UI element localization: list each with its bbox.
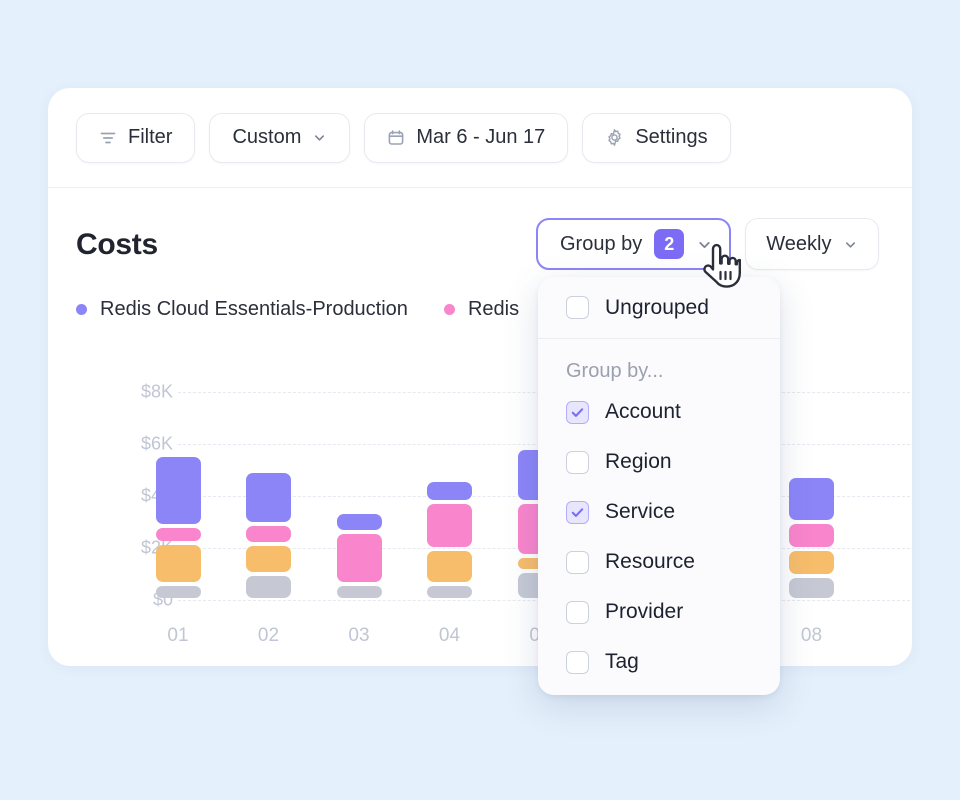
dropdown-item-region[interactable]: Region — [538, 437, 780, 487]
checkbox-provider[interactable] — [566, 600, 589, 624]
bar-segment-purple — [789, 478, 834, 520]
bar-segment-pink — [427, 503, 472, 547]
bar-segment-orange — [155, 545, 201, 582]
dropdown-item-tag[interactable]: Tag — [538, 637, 780, 687]
chart-bar[interactable] — [155, 88, 201, 600]
bar-segment-purple — [427, 482, 472, 500]
x-axis-tick-label: 08 — [800, 625, 823, 646]
bar-segment-gray — [427, 585, 472, 598]
custom-range-button[interactable]: Custom — [209, 112, 351, 163]
x-axis-tick-label: 03 — [348, 625, 370, 646]
bar-segment-pink — [336, 534, 382, 582]
filter-icon — [99, 129, 117, 147]
legend-item[interactable]: Redis — [443, 298, 520, 321]
custom-label: Custom — [232, 126, 302, 148]
bar-segment-orange — [789, 550, 834, 574]
dropdown-section-label: Group by... — [566, 359, 664, 382]
x-axis-tick-label: 04 — [438, 625, 461, 646]
dropdown-item-ungrouped[interactable]: Ungrouped — [538, 277, 780, 339]
bar-segment-orange — [427, 550, 472, 582]
bar-segment-gray — [246, 576, 291, 598]
dropdown-item-resource[interactable]: Resource — [538, 537, 780, 587]
filter-button[interactable]: Filter — [76, 112, 196, 163]
page-title: Costs — [76, 228, 158, 261]
dropdown-item-label: Provider — [605, 600, 684, 623]
bar-segment-purple — [155, 457, 201, 525]
chart-bar[interactable] — [789, 88, 834, 600]
bar-segment-gray — [155, 585, 201, 598]
toolbar: Filter Custom Mar 6 - Jun 17 — [48, 88, 912, 188]
bar-segment-purple — [336, 514, 382, 531]
checkbox-account[interactable] — [566, 400, 589, 424]
legend-item[interactable]: Redis Cloud Essentials-Production — [76, 298, 408, 321]
bar-segment-pink — [246, 525, 291, 543]
dropdown-item-label: Ungrouped — [605, 295, 709, 319]
dropdown-item-label: Account — [605, 400, 681, 423]
group-by-count-badge: 2 — [654, 229, 685, 259]
x-axis-tick-label: 01 — [167, 625, 189, 646]
group-by-dropdown: Ungrouped Group by... Account Region Servi… — [538, 277, 780, 695]
chart-bar[interactable] — [246, 88, 291, 600]
legend-label: Redis Cloud Essentials-Production — [100, 298, 408, 320]
interval-button[interactable]: Weekly — [745, 218, 880, 270]
group-by-label: Group by — [560, 232, 643, 255]
chevron-down-icon — [696, 236, 713, 253]
bar-segment-orange — [246, 546, 291, 572]
chart-legend: Redis Cloud Essentials-Production Redis — [76, 298, 519, 321]
chart-plot-area: $0$2K$4K$6K$8K0102030405060708 — [48, 88, 912, 666]
settings-button[interactable]: Settings — [582, 112, 731, 163]
settings-label: Settings — [635, 126, 708, 148]
dropdown-item-account[interactable]: Account — [538, 387, 780, 437]
bar-segment-pink — [155, 528, 201, 542]
legend-color-dot — [76, 304, 87, 315]
costs-card: Filter Custom Mar 6 - Jun 17 — [48, 88, 912, 666]
chart-controls: Group by 2 Weekly — [536, 218, 880, 270]
dropdown-item-label: Service — [605, 500, 676, 523]
gear-icon — [605, 128, 624, 147]
bar-segment-pink — [789, 523, 834, 547]
bar-segment-gray — [789, 577, 834, 598]
chart-bar[interactable] — [336, 88, 382, 600]
legend-label: Redis — [467, 298, 520, 320]
dropdown-item-provider[interactable]: Provider — [538, 587, 780, 637]
checkbox-service[interactable] — [566, 500, 589, 524]
dropdown-item-label: Tag — [605, 650, 639, 673]
y-axis-tick-label: $6K — [140, 433, 173, 454]
checkbox-tag[interactable] — [566, 650, 589, 674]
group-by-button[interactable]: Group by 2 — [536, 218, 732, 270]
date-range-label: Mar 6 - Jun 17 — [416, 126, 546, 148]
bar-segment-gray — [336, 585, 382, 598]
dropdown-item-service[interactable]: Service — [538, 487, 780, 537]
calendar-icon — [387, 129, 405, 147]
dropdown-item-label: Region — [605, 450, 672, 473]
x-axis-tick-label: 02 — [257, 625, 280, 646]
chevron-down-icon — [843, 237, 858, 252]
interval-label: Weekly — [766, 232, 832, 255]
dropdown-item-label: Resource — [605, 550, 695, 573]
filter-label: Filter — [128, 126, 173, 148]
legend-color-dot — [443, 304, 455, 315]
date-range-button[interactable]: Mar 6 - Jun 17 — [364, 112, 569, 163]
checkbox-ungrouped[interactable] — [566, 296, 589, 319]
chart-bar[interactable] — [427, 88, 472, 600]
pointing-hand-cursor — [700, 243, 742, 294]
checkbox-resource[interactable] — [566, 550, 589, 574]
dropdown-option-list: Account Region Service Resource Provider Tag — [538, 387, 780, 687]
bar-segment-purple — [246, 472, 291, 522]
chevron-down-icon — [312, 130, 327, 145]
checkbox-region[interactable] — [566, 450, 589, 474]
y-axis-tick-label: $8K — [140, 381, 173, 402]
